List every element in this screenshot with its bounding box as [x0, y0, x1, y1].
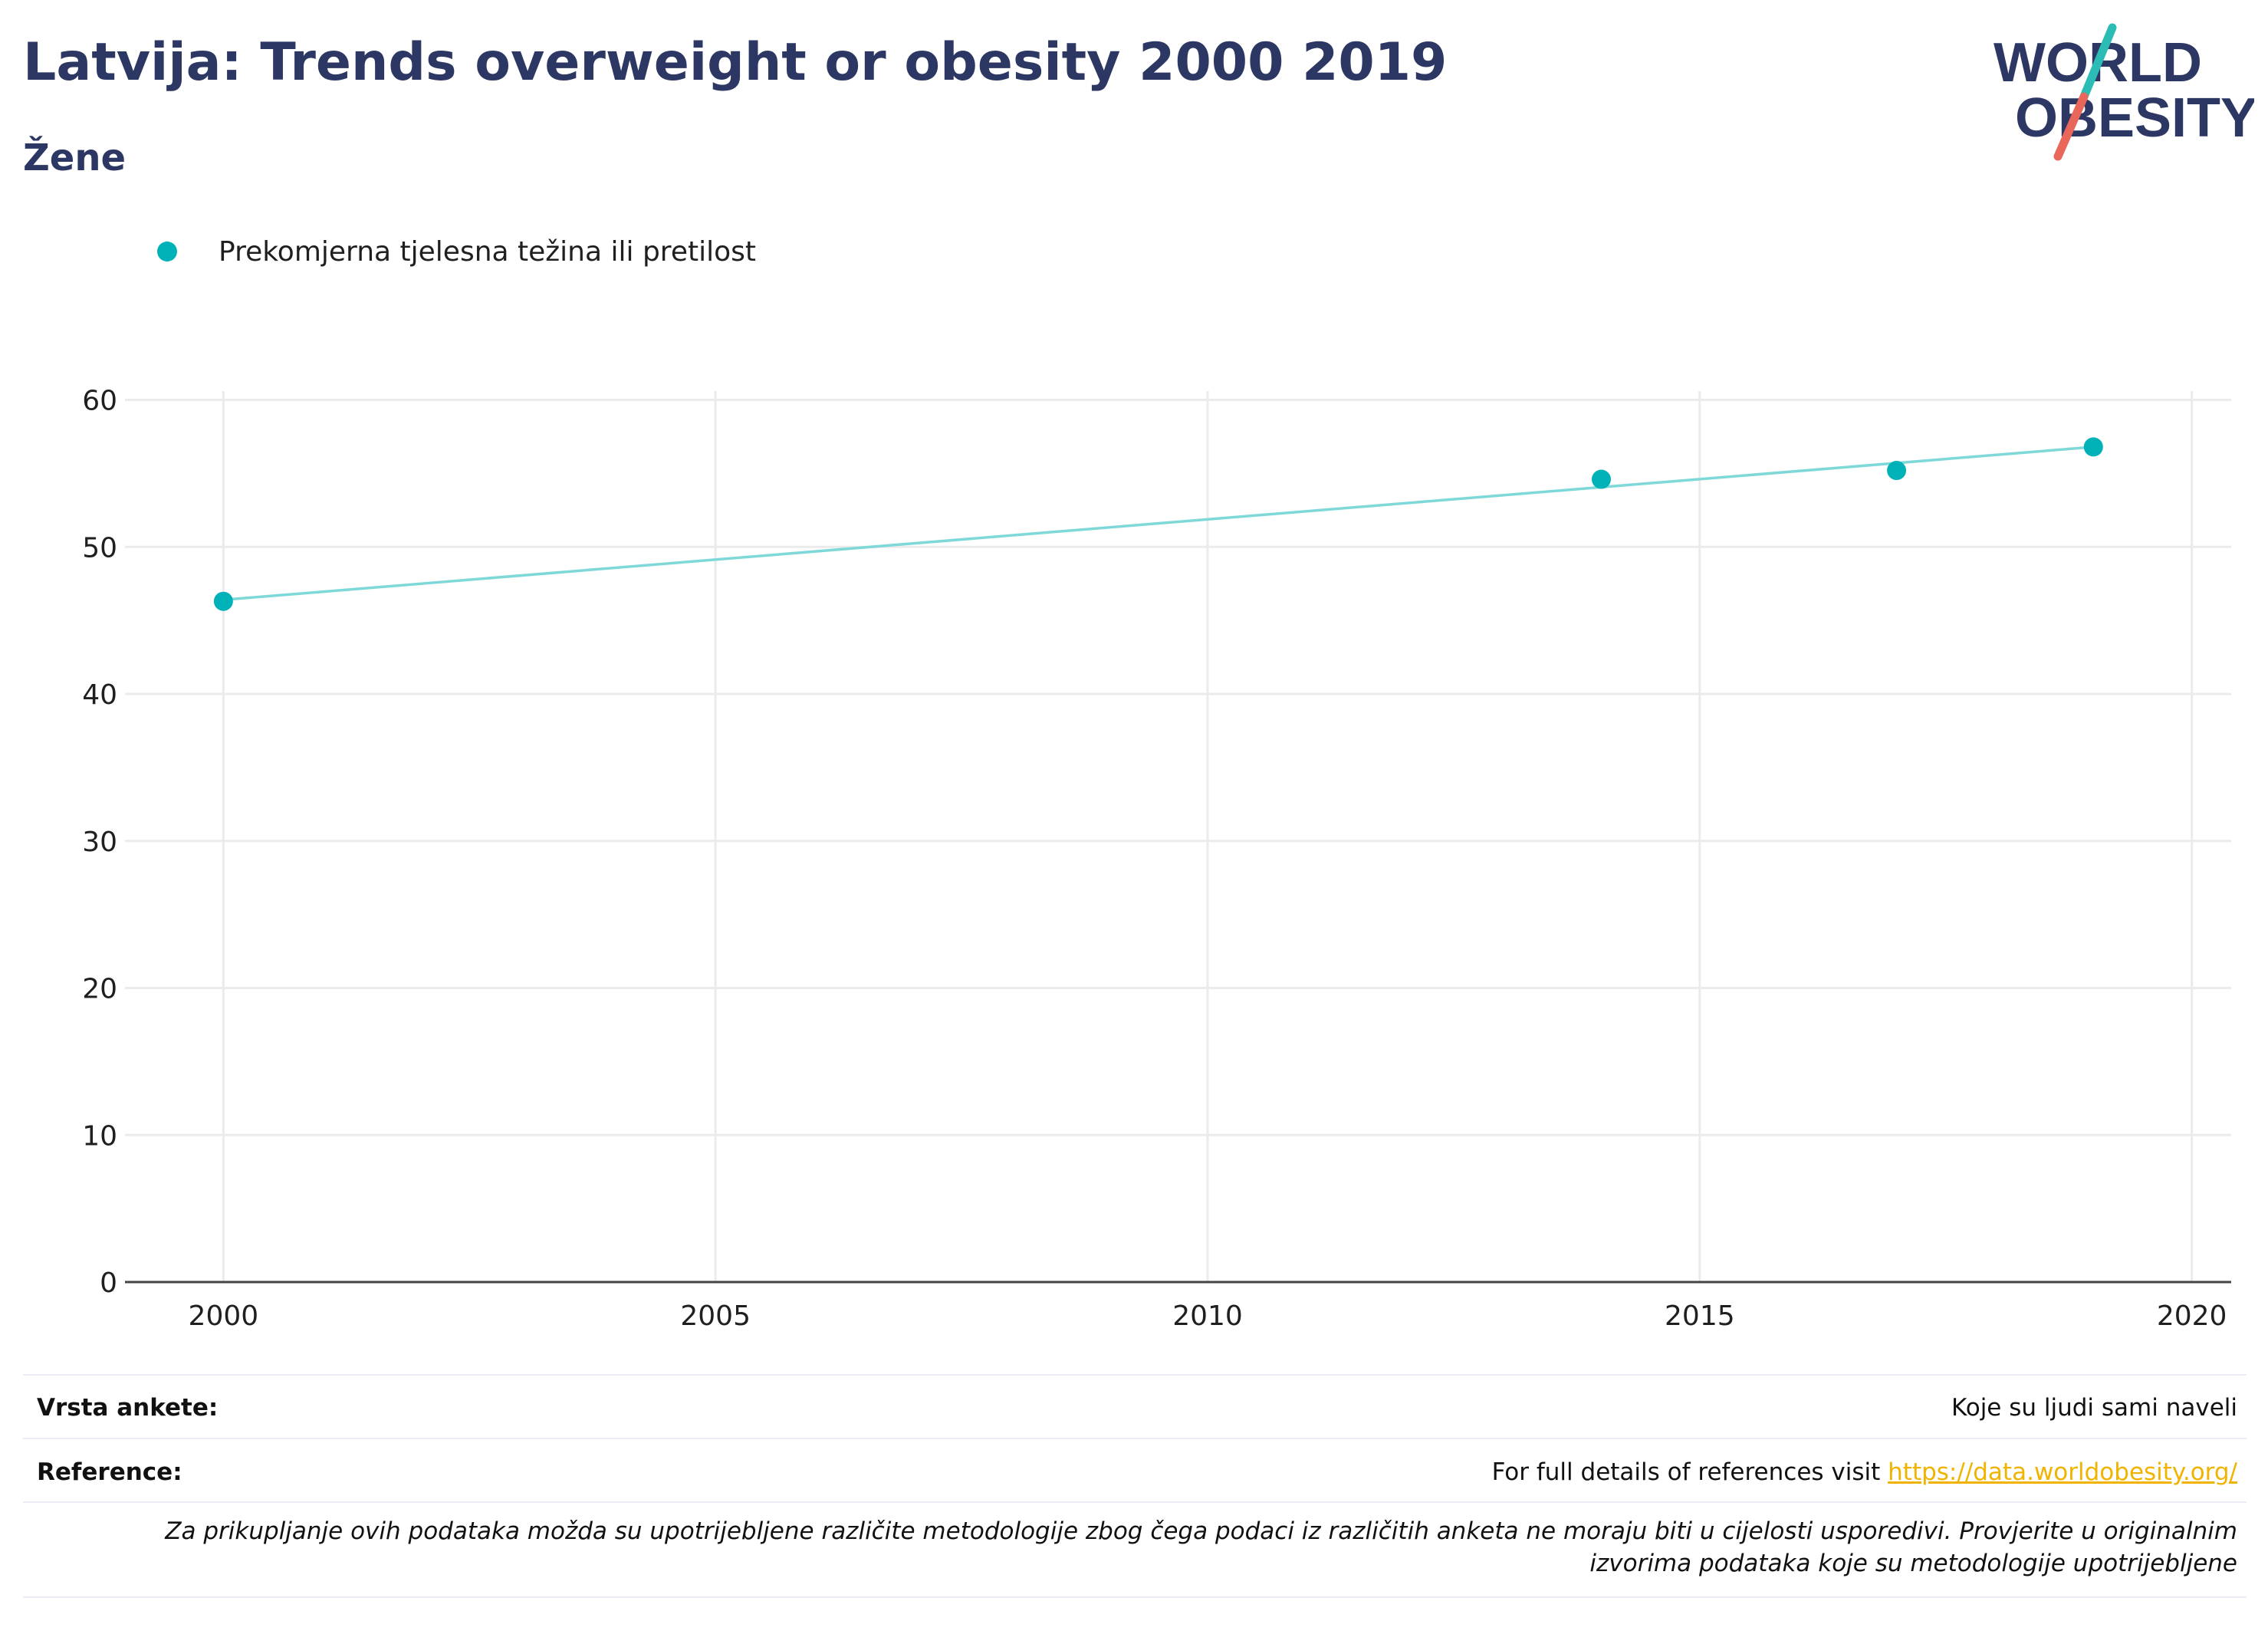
data-point: [2083, 437, 2103, 457]
trendline: [223, 445, 2094, 602]
footer-divider-3: [23, 1501, 2247, 1503]
logo-slash-bottom: [2053, 92, 2089, 161]
x-tick-label: 2000: [189, 1300, 259, 1332]
logo-word-obesity: OBESITY: [2015, 87, 2254, 149]
chart-legend[interactable]: Prekomjerna tjelesna težina ili pretilos…: [157, 228, 756, 275]
y-tick-label: 0: [100, 1267, 117, 1299]
x-tick-label: 2020: [2157, 1300, 2227, 1332]
chart-plot: 0 10 20 30 40 50 60 2000 2005 2010 2015 2020: [82, 386, 2231, 1332]
chart-title: Latvija: Trends overweight or obesity 20…: [23, 32, 1448, 93]
methodology-note: Za prikupljanje ovih podataka možda su u…: [165, 1517, 2237, 1577]
world-obesity-logo: WORLD OBESITY: [1994, 23, 2254, 161]
axes: 0 10 20 30 40 50 60 2000 2005 2010 2015 2020: [82, 386, 2231, 1332]
y-tick-label: 60: [82, 386, 117, 417]
x-tick-label: 2005: [680, 1300, 751, 1332]
data-point: [1591, 469, 1611, 489]
legend-label: Prekomjerna tjelesna težina ili pretilos…: [219, 235, 756, 268]
reference-link[interactable]: https://data.worldobesity.org/: [1888, 1458, 2237, 1486]
footer-divider-bottom: [23, 1596, 2247, 1598]
y-tick-label: 20: [82, 974, 117, 1005]
trendline-layer: [223, 445, 2094, 602]
data-point: [213, 591, 233, 611]
reference-label: Reference:: [37, 1458, 182, 1486]
reference-text: For full details of references visit: [1491, 1458, 1881, 1486]
y-tick-label: 10: [82, 1120, 117, 1152]
reference-value: For full details of references visit htt…: [1492, 1458, 2237, 1486]
footer-divider-top: [23, 1374, 2247, 1376]
data-point: [1887, 461, 1907, 481]
survey-type-label: Vrsta ankete:: [37, 1394, 219, 1422]
survey-type-value: Koje su ljudi sami naveli: [1951, 1394, 2237, 1422]
data-points: [213, 437, 2103, 611]
logo-slash-top: [2079, 23, 2117, 101]
x-tick-label: 2015: [1665, 1300, 1735, 1332]
y-tick-label: 40: [82, 679, 117, 711]
x-tick-label: 2010: [1172, 1300, 1243, 1332]
y-tick-label: 50: [82, 532, 117, 564]
grid-lines: [125, 391, 2231, 1282]
footer-divider-2: [23, 1438, 2247, 1439]
y-tick-label: 30: [82, 827, 117, 858]
chart-subtitle: Žene: [23, 136, 127, 179]
legend-marker: [157, 242, 177, 261]
